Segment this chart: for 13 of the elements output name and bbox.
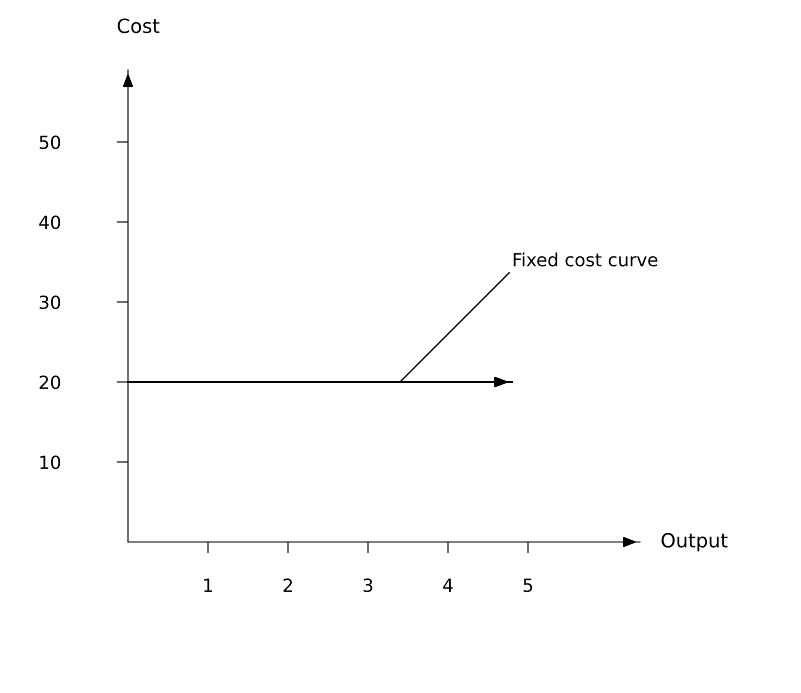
- y-tick-label: 40: [39, 215, 60, 230]
- x-axis-title: Output: [662, 532, 728, 552]
- y-axis-title: Cost: [118, 18, 160, 34]
- x-tick-label: 4: [443, 578, 453, 592]
- x-tick-label: 3: [364, 578, 372, 592]
- y-tick-label: 10: [40, 455, 60, 470]
- y-tick-label: 30: [40, 295, 60, 310]
- y-tick-label: 20: [40, 375, 60, 390]
- x-tick-label: 5: [524, 578, 532, 592]
- y-tick-label: 50: [40, 135, 60, 150]
- x-tick-label: 2: [284, 578, 292, 592]
- annotation: Fixed cost curve: [514, 252, 658, 266]
- x-tick-label: 1: [204, 578, 212, 592]
